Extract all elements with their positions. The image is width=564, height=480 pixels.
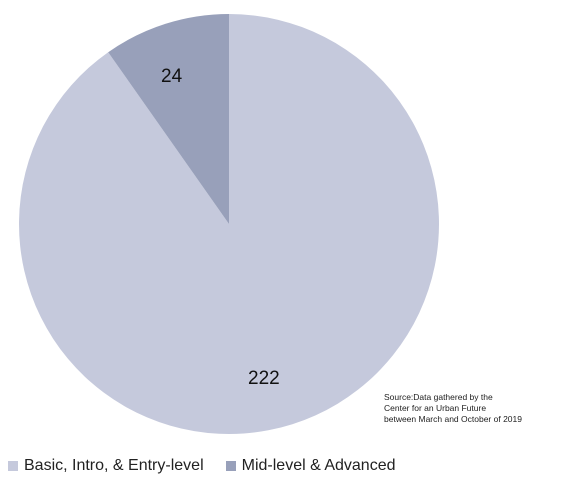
legend-item-mid-level-advanced: Mid-level & Advanced: [225, 457, 396, 475]
legend-swatch-mid-level-advanced: [225, 461, 236, 471]
source-line-1: Source:Data gathered by the: [384, 392, 493, 402]
legend-label-mid-level-advanced: Mid-level & Advanced: [241, 457, 396, 474]
pie-slice-basic-intro-entry-level: [19, 14, 440, 434]
legend: Basic, Intro, & Entry-level Mid-level & …: [8, 456, 417, 476]
legend-label-basic-intro-entry-level: Basic, Intro, & Entry-level: [24, 457, 204, 474]
source-line-2: Center for an Urban Future: [384, 403, 487, 413]
source-line-3: between March and October of 2019: [384, 414, 522, 424]
data-label-mid-level-advanced: 24: [161, 66, 183, 87]
data-label-basic-intro-entry-level: 222: [248, 368, 280, 389]
legend-swatch-basic-intro-entry-level: [8, 461, 18, 471]
pie-slice-mid-level-advanced: [108, 14, 229, 224]
source-note: Source:Data gathered by the Center for a…: [384, 392, 560, 425]
legend-item-basic-intro-entry-level: Basic, Intro, & Entry-level: [8, 457, 204, 475]
